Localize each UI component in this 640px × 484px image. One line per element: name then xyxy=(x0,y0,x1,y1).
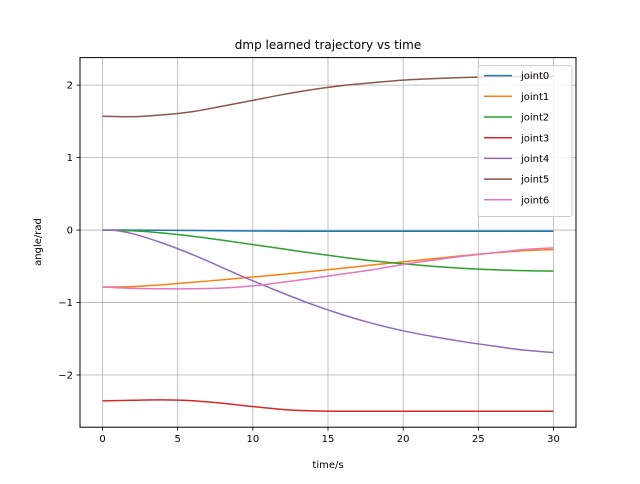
series-line-joint0 xyxy=(102,229,554,232)
x-tick-label: 10 xyxy=(246,434,259,445)
x-tick-label: 30 xyxy=(547,434,560,445)
x-tick-label: 0 xyxy=(99,434,105,445)
series-line-joint3 xyxy=(102,399,554,413)
x-tick-label: 20 xyxy=(397,434,410,445)
series-line-joint4 xyxy=(102,229,554,354)
legend-label-joint1: joint1 xyxy=(520,92,549,103)
y-axis-label: angle/rad xyxy=(33,218,44,266)
y-axis-ticks: −2 −1 0 1 2 xyxy=(58,81,80,382)
x-tick-label: 25 xyxy=(472,434,485,445)
plot-lines xyxy=(102,75,554,413)
legend-label-joint0: joint0 xyxy=(520,71,549,82)
y-tick-label: −2 xyxy=(58,371,73,382)
legend-label-joint6: joint6 xyxy=(520,195,549,206)
legend-label-joint2: joint2 xyxy=(520,113,549,124)
legend-label-joint4: joint4 xyxy=(520,154,549,165)
legend: joint0 joint1 joint2 joint3 joint4 joint5 join… xyxy=(477,65,573,217)
y-tick-label: 1 xyxy=(67,153,73,164)
y-tick-label: 2 xyxy=(67,81,73,92)
x-axis-ticks: 0 5 10 15 20 25 30 xyxy=(99,427,560,445)
chart-title: dmp learned trajectory vs time xyxy=(235,38,421,52)
y-tick-label: 0 xyxy=(67,226,73,237)
legend-label-joint3: joint3 xyxy=(520,133,549,144)
x-tick-label: 15 xyxy=(322,434,335,445)
x-axis-label: time/s xyxy=(312,460,343,471)
legend-label-joint5: joint5 xyxy=(520,175,549,186)
series-line-joint6 xyxy=(102,247,554,290)
y-tick-label: −1 xyxy=(58,298,73,309)
x-tick-label: 5 xyxy=(175,434,181,445)
series-line-joint2 xyxy=(102,229,554,272)
